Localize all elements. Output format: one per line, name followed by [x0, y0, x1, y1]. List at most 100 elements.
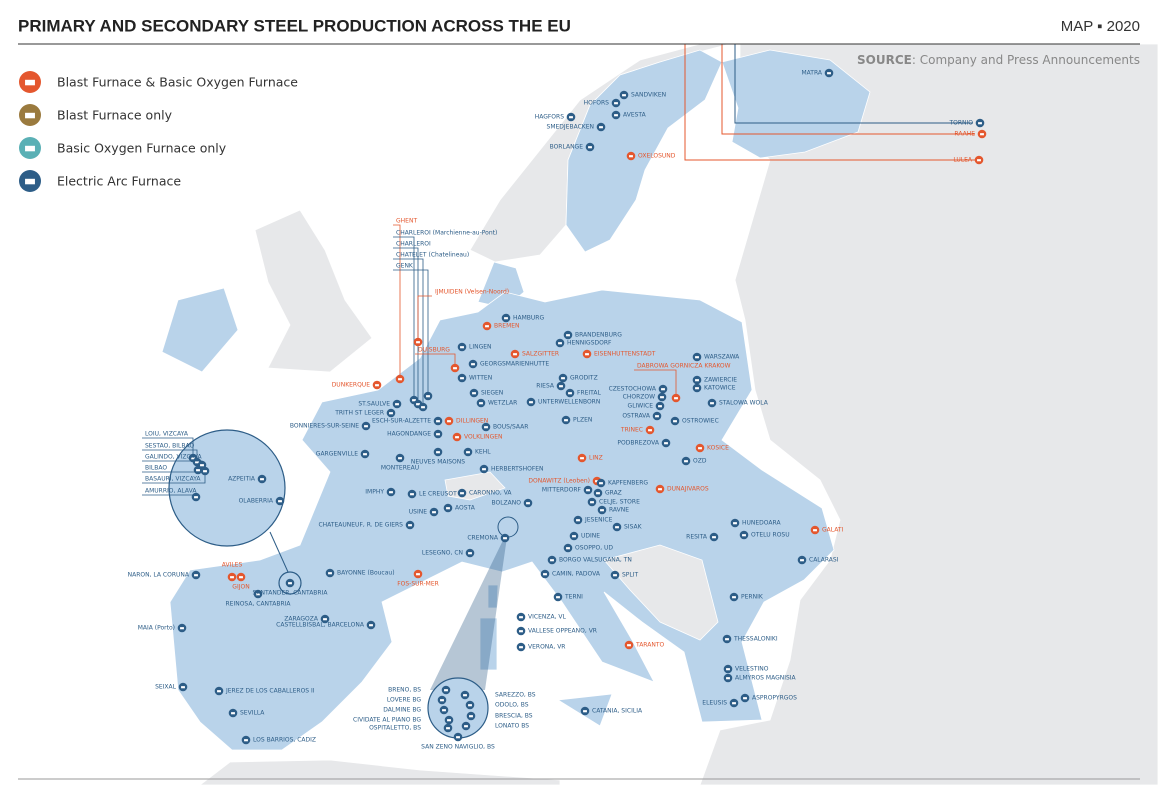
header-bg: [0, 0, 1158, 44]
plant-glyph: [446, 507, 450, 510]
plant-label: BAYONNE (Boucau): [337, 570, 395, 577]
plant-glyph: [181, 686, 185, 689]
plant-label: OTELU ROSU: [751, 532, 790, 539]
plant-glyph: [25, 178, 35, 185]
plant-glyph: [698, 447, 702, 450]
plant-label: OLABERRIA: [239, 498, 274, 505]
plant-label: WARSZAWA: [704, 354, 740, 361]
plant-glyph: [244, 739, 248, 742]
plant-glyph: [695, 356, 699, 359]
plant-label: RIESA: [536, 383, 555, 390]
plant-glyph: [230, 576, 234, 579]
plant-glyph: [463, 694, 467, 697]
plant-glyph: [416, 403, 420, 406]
plant-label: CHATELET (Chatelineau): [396, 252, 469, 259]
sweden: [565, 49, 723, 253]
plant-label: CATANIA, SICILIA: [592, 708, 643, 715]
plant-label: BRESCIA, BS: [495, 713, 533, 720]
plant-glyph: [519, 646, 523, 649]
plant-label: PODBREZOVA: [617, 440, 659, 447]
plant-label: VERONA, VR: [528, 644, 565, 651]
sardinia: [479, 617, 498, 671]
plant-label: KATOWICE: [704, 385, 736, 392]
plant-glyph: [416, 573, 420, 576]
plant-glyph: [648, 429, 652, 432]
plant-glyph: [558, 342, 562, 345]
leader-line: [415, 353, 456, 368]
plant-glyph: [468, 704, 472, 707]
plant-label: SANTANDER, CANTABRIA: [253, 590, 329, 597]
plant-glyph: [599, 126, 603, 129]
plant-glyph: [564, 419, 568, 422]
plant-glyph: [614, 114, 618, 117]
plant-glyph: [710, 402, 714, 405]
plant-label: BRANDENBURG: [575, 332, 622, 339]
plant-glyph: [600, 509, 604, 512]
plant-glyph: [556, 596, 560, 599]
plant-label: OSPITALETTO, BS: [369, 725, 421, 732]
plant-label: GARGENVILLE: [316, 451, 358, 458]
edition: MAP ▪ 2020: [1061, 18, 1140, 35]
plant-label: DALMINE BG: [383, 707, 421, 714]
non-eu-east: [699, 43, 1158, 785]
plant-label: BOUS/SAAR: [493, 424, 528, 431]
plant-glyph: [977, 159, 981, 162]
plant-glyph: [800, 559, 804, 562]
plant-glyph: [444, 689, 448, 692]
plant-label: SAREZZO, BS: [495, 692, 536, 699]
plant-label: VALLESE OPPEANO, VR: [528, 628, 597, 635]
plant-label: GALINDO, VIZCAYA: [145, 454, 203, 461]
plant-label: KOSICE: [707, 445, 729, 452]
plants: MATRA SANDVIKEN HOFORS HAGFORS AVESTA SMEDJEB…: [128, 68, 987, 751]
plant-glyph: [504, 317, 508, 320]
nordic-line: [721, 44, 975, 135]
ireland: [161, 287, 239, 373]
plant-glyph: [395, 403, 399, 406]
plant-glyph: [25, 79, 35, 86]
plant-glyph: [256, 593, 260, 596]
plant-glyph: [447, 719, 451, 722]
plant-glyph: [712, 536, 716, 539]
plant-label: VELESTINO: [735, 666, 769, 673]
plant-label: CHARLEROI: [396, 241, 431, 248]
plant-label: CIVIDATE AL PIANO BG: [353, 717, 421, 724]
plant-label: ELEUSIS: [702, 700, 727, 707]
plant-label: SEVILLA: [240, 710, 265, 717]
corsica: [487, 584, 499, 609]
plant-glyph: [615, 526, 619, 529]
plant-label: GENK: [396, 263, 414, 270]
plant-label: BONNIERES-SUR-SEINE: [290, 423, 359, 430]
plant-label: WITTEN: [469, 375, 492, 382]
plant-label: EISENHUTTENSTADT: [594, 351, 656, 358]
plant-label: LINGEN: [469, 344, 492, 351]
plant-label: IMPHY: [365, 489, 384, 496]
plant-label: LULEA: [953, 157, 973, 164]
plant-label: PERNIK: [741, 594, 764, 601]
plant-glyph: [456, 736, 460, 739]
plant-glyph: [426, 395, 430, 398]
legend: Blast Furnace & Basic Oxygen Furnace Blas…: [19, 71, 298, 192]
plant-label: BASAURI, VIZCAYA: [145, 476, 201, 483]
plant-label: WETZLAR: [488, 400, 517, 407]
plant-label: FREITAL: [577, 390, 601, 397]
plant-glyph: [586, 489, 590, 492]
plant-glyph: [389, 412, 393, 415]
plant-label: HENNIGSDORF: [567, 340, 612, 347]
plant-glyph: [398, 457, 402, 460]
plant-label: GRODITZ: [570, 375, 598, 382]
plant-label: LOVERE BG: [387, 697, 422, 704]
plant-label: TRITH ST LEGER: [334, 410, 384, 417]
plant-label: NARON, LA CORUNA: [128, 572, 190, 579]
plant-label: JEREZ DE LOS CABALLEROS II: [225, 688, 315, 695]
leader-line: [417, 295, 432, 342]
source-label: SOURCE: [857, 53, 912, 67]
plant-glyph: [614, 102, 618, 105]
plant-label: DUNAJIVAROS: [667, 486, 709, 493]
plant-glyph: [410, 493, 414, 496]
plant-glyph: [596, 492, 600, 495]
plant-glyph: [416, 341, 420, 344]
plant-label: STALOWA WOLA: [719, 400, 769, 407]
plant-label: VOLKLINGEN: [464, 434, 503, 441]
plant-label: UNTERWELLENBORN: [538, 399, 600, 406]
legend-label: Blast Furnace & Basic Oxygen Furnace: [57, 75, 298, 90]
